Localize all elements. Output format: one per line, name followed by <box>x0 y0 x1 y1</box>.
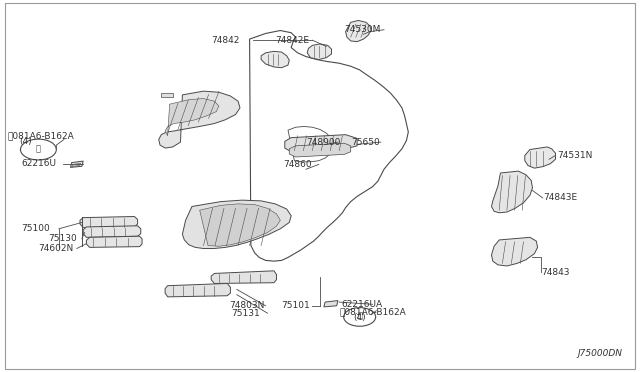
Text: 74530M: 74530M <box>344 25 381 34</box>
Text: 75100: 75100 <box>21 224 50 233</box>
Polygon shape <box>70 161 83 167</box>
Polygon shape <box>72 163 81 167</box>
Text: (4): (4) <box>353 313 366 322</box>
Polygon shape <box>525 147 556 168</box>
Text: 74531N: 74531N <box>557 151 592 160</box>
Text: Ⓑ: Ⓑ <box>357 312 362 321</box>
Text: 74843E: 74843E <box>543 193 577 202</box>
Polygon shape <box>324 301 338 307</box>
Polygon shape <box>159 91 240 148</box>
Polygon shape <box>250 31 408 261</box>
Text: 75130: 75130 <box>48 234 77 243</box>
Text: (4): (4) <box>19 137 32 146</box>
Text: J75000DN: J75000DN <box>577 349 622 358</box>
Polygon shape <box>346 20 371 42</box>
Polygon shape <box>211 271 276 283</box>
Polygon shape <box>289 143 351 157</box>
Polygon shape <box>165 99 219 136</box>
Polygon shape <box>161 93 173 97</box>
Text: 74602N: 74602N <box>38 244 74 253</box>
Text: 74842E: 74842E <box>275 36 309 45</box>
Polygon shape <box>200 204 280 246</box>
Text: 75131: 75131 <box>232 309 260 318</box>
Polygon shape <box>307 44 332 60</box>
Text: 62216U: 62216U <box>21 159 56 168</box>
Text: Ⓑ081A6-B162A: Ⓑ081A6-B162A <box>8 131 74 140</box>
Polygon shape <box>165 283 230 297</box>
Text: Ⓑ: Ⓑ <box>36 144 41 153</box>
Text: 75101: 75101 <box>282 301 310 310</box>
Text: 748900: 748900 <box>306 138 340 147</box>
Text: 74803N: 74803N <box>229 301 264 310</box>
Polygon shape <box>261 51 289 68</box>
Polygon shape <box>492 171 532 213</box>
Polygon shape <box>80 217 138 228</box>
Polygon shape <box>492 237 538 266</box>
Text: 74860: 74860 <box>284 160 312 169</box>
Polygon shape <box>182 200 291 248</box>
Text: 74842: 74842 <box>211 36 239 45</box>
Polygon shape <box>285 135 357 152</box>
Text: 75650: 75650 <box>351 138 380 147</box>
Polygon shape <box>288 126 334 162</box>
Text: Ⓑ081A6-B162A: Ⓑ081A6-B162A <box>339 307 406 316</box>
Polygon shape <box>86 236 142 247</box>
Polygon shape <box>83 226 141 237</box>
Text: 74843: 74843 <box>541 268 570 277</box>
Text: 62216UA: 62216UA <box>341 300 382 309</box>
